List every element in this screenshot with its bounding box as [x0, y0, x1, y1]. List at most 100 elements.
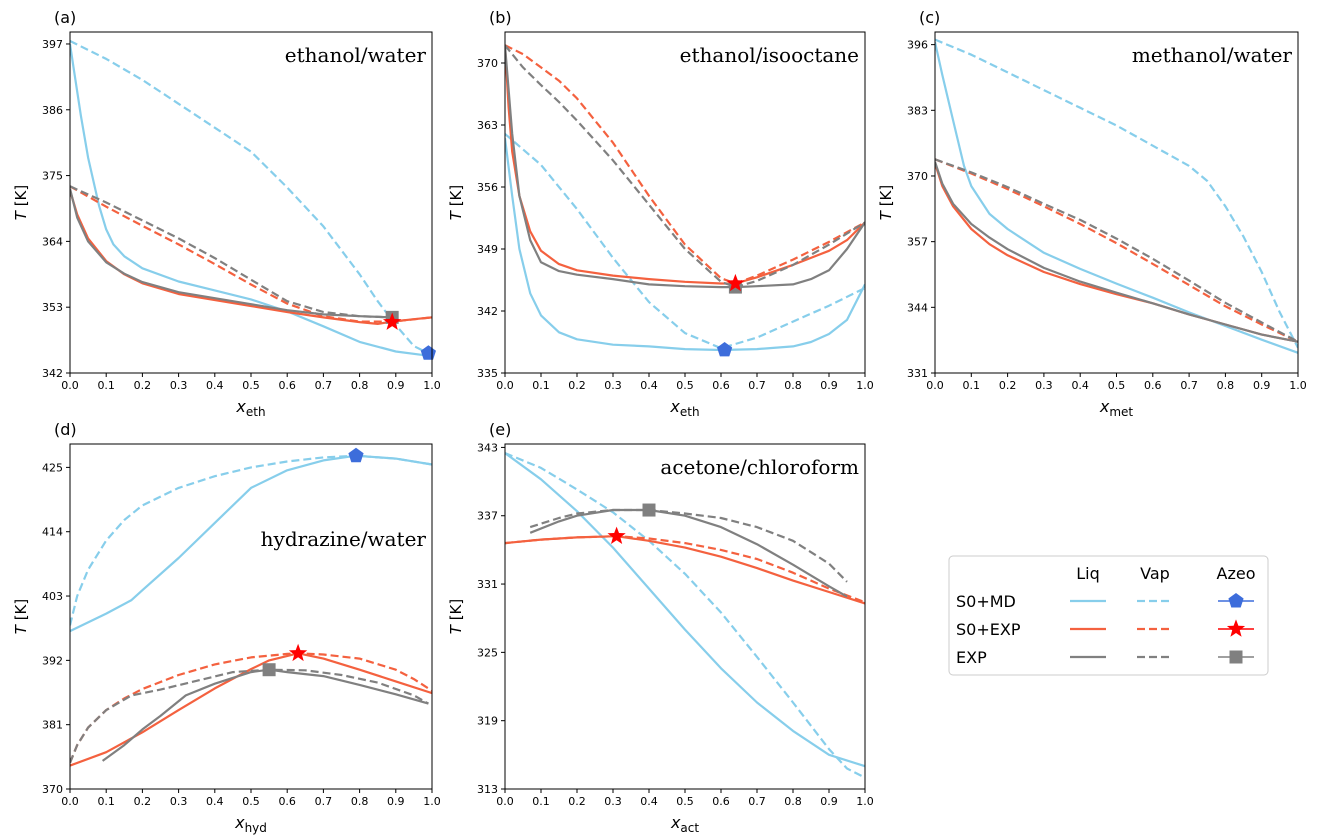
subplot-b: 0.0 0.1 0.2 0.3 0.4 0.5 0.6 0.7 0.8 0.9 1.0 335 342 3…: [447, 8, 874, 419]
x-tick-label: 0.1: [532, 795, 550, 808]
y-tick-label: 370: [907, 170, 928, 183]
y-axis-label: T [K]: [12, 185, 30, 220]
panel-label: (b): [489, 8, 512, 27]
azeotrope-marker-exp: [642, 503, 656, 517]
legend-row-label: EXP: [956, 648, 987, 667]
x-tick-label: 0.2: [568, 379, 586, 392]
series-line-s0-md-vap: [70, 40, 432, 357]
x-tick-label: 0.2: [568, 795, 586, 808]
subplot-title: hydrazine/water: [261, 527, 427, 551]
x-tick-label: 0.1: [963, 379, 981, 392]
x-tick-label: 1.0: [423, 795, 441, 808]
y-tick-label: 356: [477, 181, 498, 194]
series-line-exp-liq: [529, 508, 848, 598]
series-lines: [70, 40, 432, 358]
series-line-exp-vap: [529, 508, 848, 583]
y-tick-label: 349: [477, 243, 498, 256]
x-tick-label: 0.1: [97, 379, 115, 392]
x-tick-label: 1.0: [856, 795, 874, 808]
legend-header: Liq: [1076, 564, 1100, 583]
y-tick-label: 370: [477, 57, 498, 70]
legend: Liq Vap Azeo S0+MD S0+EXP EXP: [948, 555, 1269, 676]
legend-header: Azeo: [1217, 564, 1256, 583]
series-line-s0-exp-liq: [70, 190, 432, 325]
azeotrope-marker-s0-exp: [607, 526, 626, 544]
series-lines: [505, 44, 865, 352]
subplot-c: 0.0 0.1 0.2 0.3 0.4 0.5 0.6 0.7 0.8 0.9 1.0 331 344 3…: [877, 8, 1307, 419]
subplot-a: 0.0 0.1 0.2 0.3 0.4 0.5 0.6 0.7 0.8 0.9 1.0 342 353 3…: [12, 8, 441, 419]
series-line-s0-md-liq: [935, 41, 1298, 354]
legend-azeo-marker: [1226, 619, 1246, 637]
series-line-s0-md-liq: [505, 452, 865, 768]
series-lines: [70, 454, 432, 767]
y-tick-label: 337: [477, 510, 498, 523]
series-line-s0-exp-vap: [70, 185, 432, 323]
series-line-exp-liq: [70, 188, 393, 319]
x-tick-label: 0.9: [387, 795, 405, 808]
azeotrope-marker-s0-exp: [383, 312, 402, 330]
x-tick-label: 0.0: [926, 379, 944, 392]
subplot-title: ethanol/water: [285, 43, 427, 67]
x-tick-label: 1.0: [423, 379, 441, 392]
x-tick-label: 0.4: [640, 795, 658, 808]
subplot-title: methanol/water: [1132, 43, 1293, 67]
y-axis-label: T [K]: [447, 185, 465, 220]
x-tick-label: 0.0: [496, 379, 514, 392]
legend-row-label: S0+EXP: [956, 620, 1021, 639]
series-line-s0-md-liq: [70, 43, 432, 358]
series-line-s0-md-vap: [505, 452, 865, 779]
y-tick-label: 335: [477, 367, 498, 380]
x-tick-label: 0.2: [999, 379, 1017, 392]
x-tick-label: 0.0: [61, 795, 79, 808]
x-tick-label: 0.9: [1253, 379, 1271, 392]
y-tick-label: 357: [907, 236, 928, 249]
x-axis-label: xhyd: [234, 813, 267, 835]
y-tick-label: 383: [907, 104, 928, 117]
series-line-s0-md-vap: [935, 38, 1298, 349]
y-tick-label: 344: [907, 301, 928, 314]
subplots: 0.0 0.1 0.2 0.3 0.4 0.5 0.6 0.7 0.8 0.9 1.0 342 353 3…: [12, 8, 1307, 835]
plot-frame: [934, 31, 1299, 374]
x-tick-label: 0.8: [784, 379, 802, 392]
x-tick-label: 0.2: [134, 795, 152, 808]
x-tick-label: 0.3: [170, 379, 188, 392]
panel-label: (c): [919, 8, 940, 27]
series-line-s0-md-vap: [70, 454, 432, 626]
series-line-exp-liq: [505, 45, 865, 289]
x-tick-label: 0.8: [1217, 379, 1235, 392]
legend-azeo-marker: [1228, 593, 1244, 608]
x-tick-label: 0.4: [206, 379, 224, 392]
x-tick-label: 0.5: [676, 379, 694, 392]
x-tick-label: 0.7: [748, 379, 766, 392]
x-tick-label: 0.4: [206, 795, 224, 808]
series-line-exp-vap: [935, 158, 1298, 343]
x-tick-label: 0.9: [820, 379, 838, 392]
x-tick-label: 0.9: [387, 379, 405, 392]
y-tick-label: 403: [42, 590, 63, 603]
y-axis-label: T [K]: [877, 185, 895, 220]
x-tick-label: 0.7: [315, 379, 333, 392]
series-line-s0-exp-liq: [935, 162, 1298, 343]
y-tick-label: 414: [42, 526, 63, 539]
x-tick-label: 0.5: [242, 379, 260, 392]
azeotrope-marker-s0-md: [348, 447, 364, 463]
series-line-exp-vap: [505, 44, 865, 289]
x-tick-label: 0.5: [242, 795, 260, 808]
series-line-s0-md-vap: [505, 133, 865, 350]
series-line-exp-liq: [935, 161, 1298, 343]
series-line-exp-liq: [101, 668, 429, 762]
legend-header: Vap: [1140, 564, 1170, 583]
x-tick-label: 0.8: [351, 795, 369, 808]
subplot-title: ethanol/isooctane: [680, 43, 859, 67]
x-tick-label: 0.4: [640, 379, 658, 392]
y-tick-label: 313: [477, 783, 498, 796]
legend-box: [948, 555, 1269, 676]
azeotrope-marker-exp: [262, 663, 276, 677]
legend-azeo-marker: [1229, 650, 1243, 664]
azeotrope-marker-s0-exp: [288, 643, 308, 662]
y-tick-label: 353: [42, 301, 63, 314]
y-axis-label: T [K]: [447, 599, 465, 634]
y-tick-label: 325: [477, 646, 498, 659]
x-tick-label: 0.2: [134, 379, 152, 392]
y-tick-label: 319: [477, 715, 498, 728]
